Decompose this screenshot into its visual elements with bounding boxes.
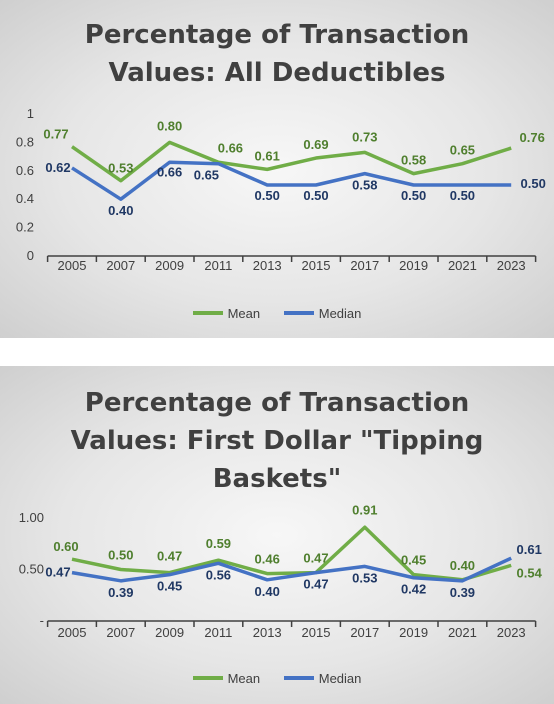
- data-label-mean: 0.61: [255, 148, 280, 163]
- legend-item-mean[interactable]: Mean: [192, 670, 261, 686]
- data-label-mean: 0.69: [303, 137, 328, 152]
- line-chart-plot: 2005 2007 2009 2011 2013 2015 2017 2019 2021 2023…: [16, 106, 546, 273]
- data-label-mean: 0.46: [255, 552, 280, 567]
- x-tick-label: 2009: [155, 258, 184, 273]
- legend-line-mean: [192, 311, 223, 315]
- legend-label-mean: Mean: [227, 305, 261, 321]
- data-label-mean: 0.80: [157, 118, 182, 133]
- legend-item-median[interactable]: Median: [283, 305, 362, 321]
- data-label-median: 0.65: [194, 168, 219, 183]
- x-tick-label: 2009: [155, 625, 184, 640]
- series-line-median: [71, 160, 512, 201]
- data-label-mean: 0.53: [108, 161, 133, 176]
- chart-legend: Mean Median: [0, 303, 554, 321]
- x-tick-label: 2007: [106, 258, 135, 273]
- data-label-median: 0.62: [45, 160, 70, 175]
- x-tick-label: 2007: [106, 625, 135, 640]
- data-label-mean: 0.59: [206, 536, 231, 551]
- data-label-mean: 0.54: [517, 565, 543, 580]
- chart-title-line: Values: All Deductibles: [108, 58, 446, 88]
- x-tick-label: 2011: [204, 258, 232, 273]
- chart-title-line: Percentage of Transaction: [84, 388, 470, 418]
- series-line-median: [71, 556, 512, 583]
- x-tick-label: 2023: [497, 258, 526, 273]
- series-line-mean: [70, 140, 512, 183]
- x-tick-label: 2013: [253, 258, 282, 273]
- x-tick-label: 2005: [58, 625, 87, 640]
- line-chart-plot: 2005 2007 2009 2011 2013 2015 2017 2019 2021 2023…: [19, 502, 543, 640]
- y-tick-label: 0.8: [16, 134, 34, 149]
- legend-line-median: [283, 311, 314, 315]
- legend-line-mean: [192, 676, 223, 680]
- data-label-median: 0.42: [401, 582, 426, 597]
- x-tick-label: 2015: [302, 258, 331, 273]
- x-tick-label: 2021: [448, 625, 477, 640]
- chart-title: Percentage of Transaction Values: First …: [0, 384, 554, 498]
- data-label-median: 0.56: [206, 567, 231, 582]
- chart-title-line: Percentage of Transaction: [84, 20, 470, 50]
- chart-title: Percentage of Transaction Values: All De…: [0, 16, 554, 92]
- legend-item-median[interactable]: Median: [283, 670, 362, 686]
- data-label-mean: 0.60: [53, 539, 78, 554]
- y-tick-label: 1: [27, 106, 34, 121]
- data-label-median: 0.40: [255, 584, 280, 599]
- legend-label-median: Median: [318, 670, 362, 686]
- data-label-mean: 0.66: [218, 140, 243, 155]
- x-tick-label: 2013: [253, 625, 282, 640]
- data-label-mean: 0.91: [352, 502, 377, 517]
- data-label-mean: 0.77: [43, 127, 68, 142]
- y-tick-label: 0.2: [16, 220, 34, 235]
- series-line-mean: [71, 525, 512, 582]
- x-tick-label: 2019: [399, 625, 428, 640]
- data-label-median: 0.39: [450, 585, 475, 600]
- data-label-mean: 0.73: [352, 129, 377, 144]
- chart-title-line: Baskets": [212, 464, 342, 494]
- data-label-mean: 0.47: [303, 551, 328, 566]
- data-label-median: 0.47: [303, 577, 328, 592]
- x-tick-label: 2005: [58, 258, 87, 273]
- x-tick-label: 2023: [497, 625, 526, 640]
- legend-item-mean[interactable]: Mean: [192, 305, 261, 321]
- data-label-mean: 0.76: [520, 130, 545, 145]
- data-label-mean: 0.50: [108, 548, 133, 563]
- legend-line-median: [283, 676, 314, 680]
- data-label-mean: 0.40: [450, 558, 475, 573]
- data-label-median: 0.39: [108, 585, 133, 600]
- data-label-mean: 0.65: [450, 143, 475, 158]
- chart-title-line: Values: First Dollar "Tipping: [70, 426, 484, 456]
- data-label-median: 0.50: [255, 188, 280, 203]
- data-label-median: 0.50: [303, 188, 328, 203]
- y-tick-label: 0: [27, 248, 34, 263]
- data-label-median: 0.40: [108, 203, 133, 218]
- chart-panel-all-deductibles: Percentage of Transaction Values: All De…: [0, 0, 554, 338]
- data-label-median: 0.47: [45, 565, 70, 580]
- x-tick-label: 2019: [399, 258, 428, 273]
- y-tick-label: 0.6: [16, 163, 34, 178]
- y-tick-label: 1.00: [19, 510, 44, 525]
- x-tick-label: 2011: [204, 625, 232, 640]
- y-tick-label: 0.50: [19, 562, 44, 577]
- data-label-mean: 0.45: [401, 553, 426, 568]
- legend-label-mean: Mean: [227, 670, 261, 686]
- data-label-median: 0.66: [157, 164, 182, 179]
- x-tick-label: 2015: [302, 625, 331, 640]
- chart-panel-first-dollar: Percentage of Transaction Values: First …: [0, 366, 554, 704]
- data-label-median: 0.61: [517, 542, 542, 557]
- y-tick-label: 0.4: [16, 191, 34, 206]
- x-tick-label: 2017: [350, 625, 379, 640]
- y-tick-label: -: [40, 613, 44, 628]
- data-label-median: 0.50: [521, 176, 546, 191]
- legend-label-median: Median: [318, 305, 362, 321]
- chart-legend: Mean Median: [0, 668, 554, 686]
- data-label-median: 0.50: [450, 188, 475, 203]
- data-label-median: 0.53: [352, 570, 377, 585]
- data-label-median: 0.58: [352, 178, 377, 193]
- x-tick-label: 2017: [350, 258, 379, 273]
- x-tick-label: 2021: [448, 258, 477, 273]
- data-label-median: 0.45: [157, 579, 182, 594]
- data-label-mean: 0.47: [157, 549, 182, 564]
- data-label-median: 0.50: [401, 188, 426, 203]
- data-label-mean: 0.58: [401, 153, 426, 168]
